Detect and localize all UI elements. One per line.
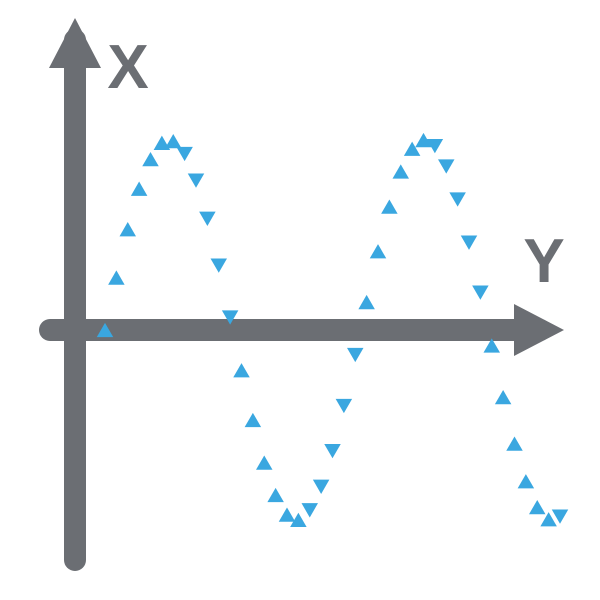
- sine-marker: [381, 199, 398, 213]
- sine-marker: [165, 134, 182, 148]
- sine-marker: [199, 212, 216, 226]
- sine-marker: [438, 159, 455, 173]
- sine-marker: [302, 503, 319, 517]
- sine-marker: [324, 444, 341, 458]
- sine-marker: [393, 164, 410, 178]
- sine-marker: [131, 182, 148, 196]
- sine-marker: [279, 507, 296, 521]
- sine-marker: [529, 500, 546, 514]
- sine-marker: [108, 270, 125, 284]
- sine-marker: [176, 147, 193, 161]
- sine-marker: [506, 436, 523, 450]
- x-axis-label: X: [107, 33, 148, 102]
- horizontal-axis-arrow-icon: [514, 304, 564, 356]
- sine-marker: [552, 509, 569, 523]
- sine-marker: [313, 480, 330, 494]
- y-axis-label: Y: [523, 227, 564, 296]
- sine-marker: [267, 488, 284, 502]
- sine-marker: [233, 363, 250, 377]
- sine-marker: [518, 474, 535, 488]
- sine-marker: [358, 295, 375, 309]
- sine-marker: [461, 236, 478, 250]
- sine-marker: [449, 192, 466, 206]
- sine-marker: [188, 173, 205, 187]
- sine-marker: [256, 456, 273, 470]
- sine-marker: [120, 222, 137, 236]
- sine-marker: [495, 390, 512, 404]
- vertical-axis-arrow-icon: [49, 18, 101, 68]
- sine-marker: [472, 285, 489, 299]
- sine-marker: [370, 244, 387, 258]
- sine-marker: [211, 258, 228, 272]
- sine-marker: [245, 413, 262, 427]
- sine-marker: [347, 348, 364, 362]
- sine-marker: [336, 399, 353, 413]
- sine-plot-icon: XY: [0, 0, 600, 600]
- sine-marker: [142, 152, 159, 166]
